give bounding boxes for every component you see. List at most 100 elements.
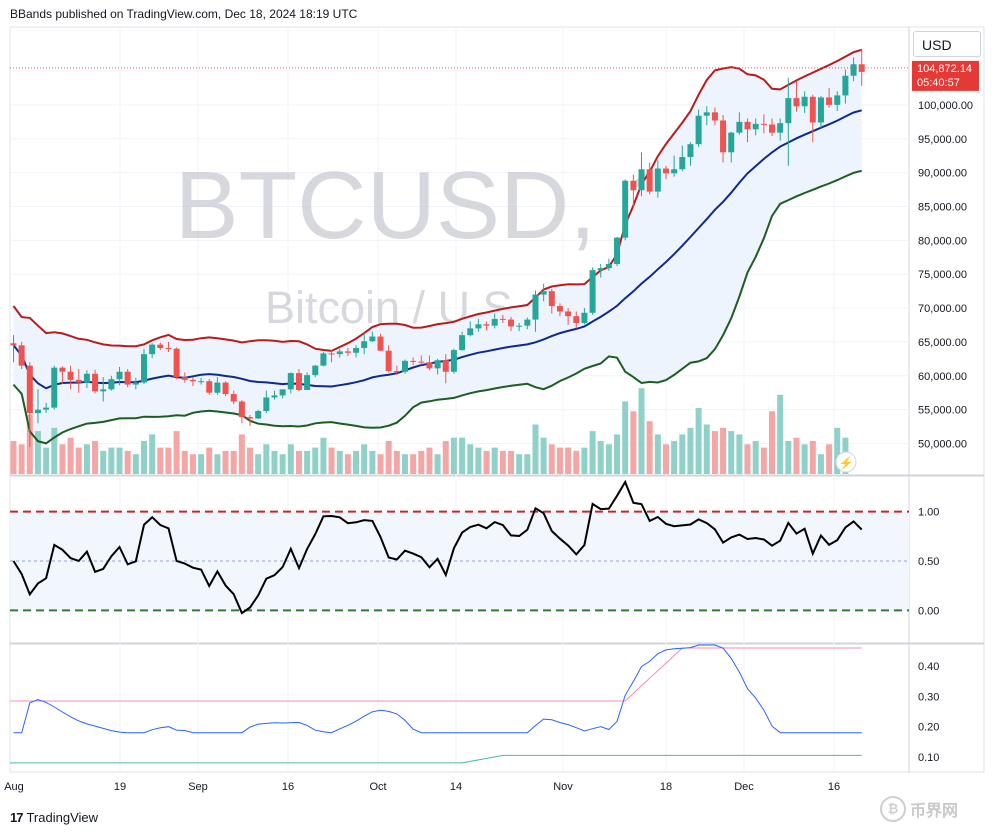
price-tick-label: 95,000.00 xyxy=(918,134,967,146)
candle-body xyxy=(516,325,523,327)
volume-bar xyxy=(516,454,523,474)
candle xyxy=(826,87,833,108)
volume-bar xyxy=(769,411,776,474)
volume-bar xyxy=(679,434,686,474)
candle-body xyxy=(679,157,686,170)
volume-bar xyxy=(10,441,17,474)
volume-bar xyxy=(499,450,506,474)
candle xyxy=(516,322,523,332)
last-price-badge xyxy=(912,60,979,91)
time-tick-label: 19 xyxy=(114,781,126,793)
candle xyxy=(842,69,849,104)
candle xyxy=(777,118,784,141)
volume-bar xyxy=(777,394,784,474)
candle-body xyxy=(711,112,718,121)
volume-bar xyxy=(140,441,147,474)
volume-bar xyxy=(483,450,490,474)
candle xyxy=(426,355,433,371)
candle-body xyxy=(565,311,572,317)
volume-bar xyxy=(206,447,213,474)
volume-bar xyxy=(393,450,400,474)
candle-body xyxy=(43,407,50,410)
price-tick-label: 50,000.00 xyxy=(918,439,967,451)
candle xyxy=(793,81,800,112)
candle xyxy=(711,107,718,126)
volume-bar xyxy=(597,441,604,474)
volume-bar xyxy=(654,434,661,474)
price-tick-label: 90,000.00 xyxy=(918,168,967,180)
volume-bar xyxy=(801,444,808,474)
candle xyxy=(238,400,245,424)
volume-bar xyxy=(189,454,196,474)
candle-body xyxy=(646,169,653,192)
volume-bar xyxy=(442,441,449,474)
candle xyxy=(377,333,384,351)
candle xyxy=(540,283,547,302)
currency-button[interactable]: USD xyxy=(913,31,981,57)
candle xyxy=(475,318,482,332)
candle-body xyxy=(271,395,278,398)
candle-body xyxy=(736,121,743,133)
volume-bar xyxy=(181,450,188,474)
candle xyxy=(320,352,327,367)
candle xyxy=(181,372,188,383)
candle xyxy=(189,377,196,386)
candle xyxy=(809,94,816,143)
candle xyxy=(26,362,33,447)
volume-bar xyxy=(426,447,433,474)
candle-body xyxy=(801,96,808,107)
candle xyxy=(18,341,25,370)
volume-bar xyxy=(157,447,164,474)
candle-body xyxy=(401,360,408,372)
candle-body xyxy=(100,389,107,392)
candle xyxy=(173,347,180,380)
volume-bar xyxy=(467,444,474,474)
candle-body xyxy=(426,362,433,369)
time-tick-label: 16 xyxy=(828,781,840,793)
candle xyxy=(728,131,735,163)
candle xyxy=(695,109,702,147)
candle xyxy=(295,369,302,392)
candle xyxy=(51,365,58,410)
candle-body xyxy=(744,121,751,130)
candle-body xyxy=(581,312,588,323)
candle-body xyxy=(51,367,58,408)
last-price-value: 104,872.14 xyxy=(917,63,972,75)
lightning-icon xyxy=(835,451,857,473)
candle-body xyxy=(467,328,474,336)
candle-body xyxy=(785,98,792,124)
candle-body xyxy=(377,336,384,351)
candle xyxy=(744,118,751,143)
candle xyxy=(785,77,792,166)
tradingview-logo[interactable]: 17 TradingView xyxy=(10,810,98,825)
volume-bar xyxy=(605,444,612,474)
candle xyxy=(858,48,865,86)
candle-body xyxy=(850,64,857,76)
candle xyxy=(736,112,743,135)
candle xyxy=(410,357,417,365)
volume-bar xyxy=(614,434,621,474)
candle-body xyxy=(222,382,229,395)
candle-body xyxy=(247,417,254,419)
pctb-tick-label: 0.00 xyxy=(918,605,939,617)
candle-body xyxy=(353,348,360,353)
candle xyxy=(573,311,580,329)
candle-body xyxy=(630,180,637,191)
candle-body xyxy=(532,294,539,320)
site-watermark: ₿ 币界网 xyxy=(880,796,958,822)
volume-bar xyxy=(834,427,841,474)
volume-bar xyxy=(418,450,425,474)
volume-bar xyxy=(336,450,343,474)
candle-body xyxy=(703,112,710,116)
candle-body xyxy=(622,180,629,238)
volume-bar xyxy=(793,437,800,474)
candle-body xyxy=(614,237,621,265)
volume-bar xyxy=(687,427,694,474)
candle xyxy=(312,364,319,378)
chart-frame xyxy=(9,26,985,773)
candle-body xyxy=(181,377,188,380)
candle xyxy=(116,366,123,386)
volume-bar xyxy=(703,424,710,474)
volume-bar xyxy=(34,431,41,474)
